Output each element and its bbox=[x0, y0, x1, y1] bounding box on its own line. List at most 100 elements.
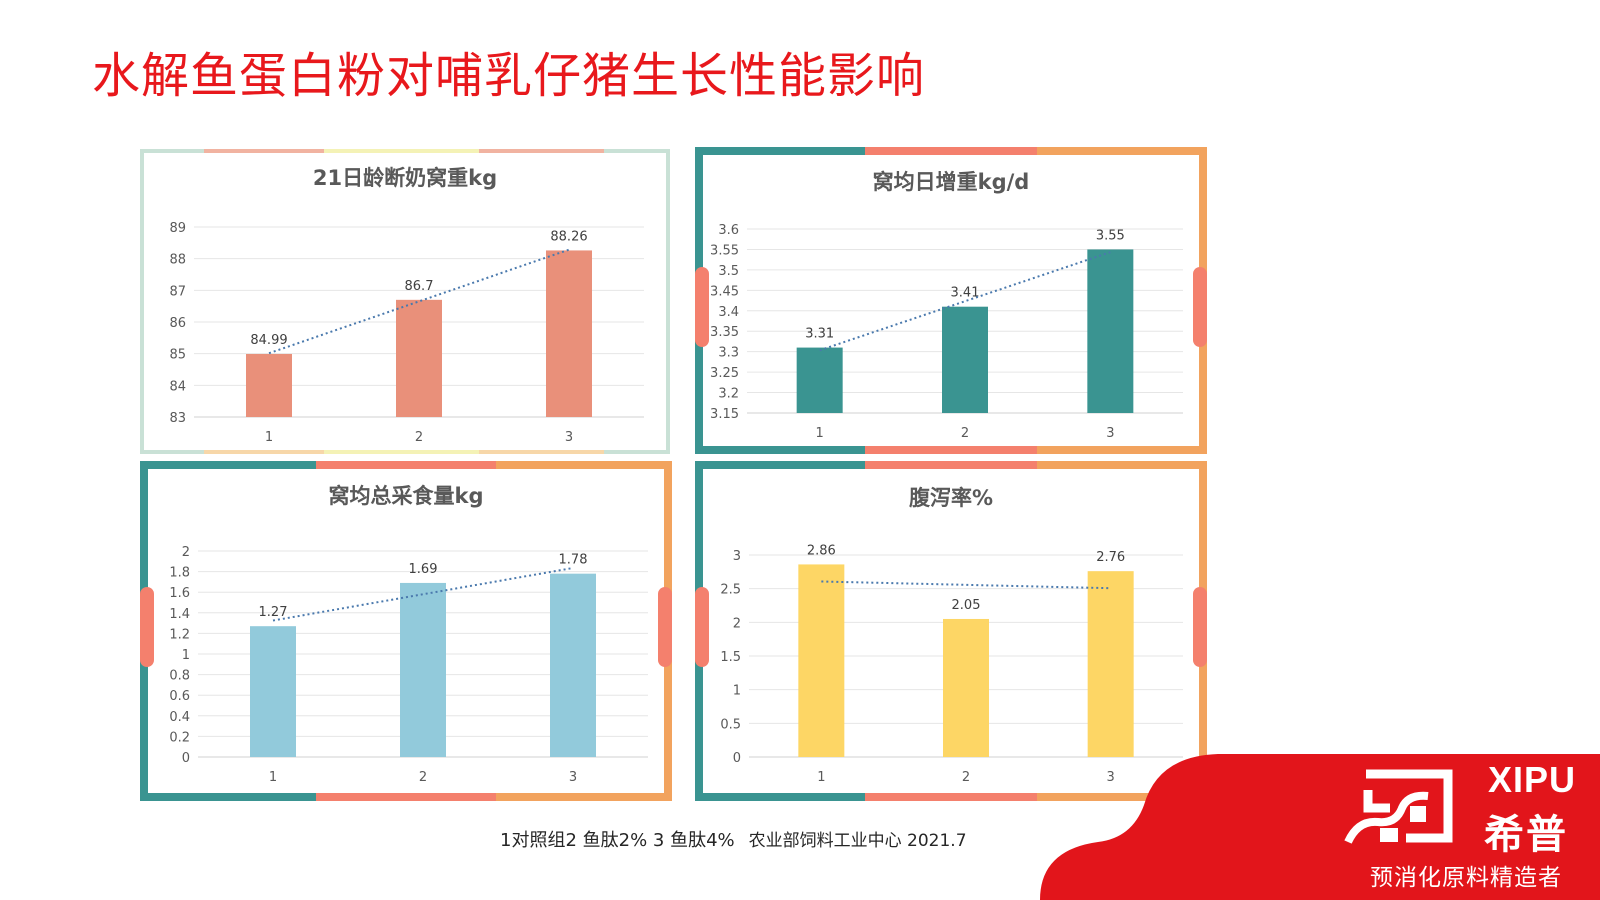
side-tab bbox=[695, 587, 709, 667]
y-tick-label: 3.2 bbox=[718, 387, 739, 402]
side-tab bbox=[1193, 587, 1207, 667]
data-label: 1.27 bbox=[259, 605, 288, 620]
bar bbox=[546, 250, 592, 417]
y-tick-label: 3.35 bbox=[710, 325, 739, 340]
y-tick-label: 1.8 bbox=[169, 566, 190, 581]
y-tick-label: 88 bbox=[169, 253, 186, 268]
y-tick-label: 3.15 bbox=[710, 407, 739, 422]
panel-border-accent bbox=[695, 793, 865, 801]
brand-corner: XIPU 希普 预消化原料精造者 bbox=[1040, 750, 1600, 900]
bar bbox=[250, 626, 296, 757]
brand-tagline: 预消化原料精造者 bbox=[1370, 865, 1562, 891]
side-tab bbox=[1193, 267, 1207, 347]
trendline bbox=[819, 251, 1111, 352]
y-tick-label: 0.2 bbox=[169, 730, 190, 745]
chart-svg: 窝均日增重kg/d 3.15 3.2 3.25 3.3 3.35 3.4 3.45 3.5 3.5… bbox=[710, 170, 1183, 441]
y-tick-label: 3.55 bbox=[710, 243, 739, 258]
panel-border-accent bbox=[1037, 147, 1207, 155]
x-tick-label: 1 bbox=[816, 426, 824, 441]
data-label: 3.31 bbox=[805, 327, 834, 342]
y-tick-label: 2.5 bbox=[720, 583, 741, 598]
y-tick-label: 3 bbox=[733, 549, 741, 564]
chart-title: 窝均日增重kg/d bbox=[873, 170, 1030, 194]
x-tick-label: 3 bbox=[1106, 426, 1114, 441]
bar bbox=[550, 573, 596, 757]
group-legend-note: 1对照组2 鱼肽2% 3 鱼肽4% bbox=[500, 830, 735, 851]
panel-border-accent bbox=[324, 450, 479, 454]
panel-border-accent bbox=[695, 147, 865, 155]
chart-svg: 窝均总采食量kg 0 0.2 0.4 0.6 0.8 1 1.2 1.4 1.6 1.8 2 1.27 1… bbox=[169, 484, 648, 785]
y-tick-label: 1.5 bbox=[720, 650, 741, 665]
y-tick-label: 0 bbox=[733, 751, 741, 766]
trendline bbox=[821, 580, 1111, 590]
x-tick-label: 3 bbox=[569, 770, 577, 785]
x-tick-label: 2 bbox=[419, 770, 427, 785]
panel-border-accent bbox=[140, 461, 316, 469]
chart-panel-weaning-litter-weight: 21日龄断奶窝重kg 83 84 85 86 87 88 89 84.99 1 86.7 2 88.26… bbox=[140, 149, 670, 454]
bar bbox=[246, 353, 292, 417]
chart-panel-diarrhea-rate: 腹泻率% 0 0.5 1 1.5 2 2.5 3 2.86 1 2.05 2 2.76 3 bbox=[695, 461, 1207, 801]
x-tick-label: 1 bbox=[817, 770, 825, 785]
bar bbox=[798, 564, 845, 757]
chart-svg: 21日龄断奶窝重kg 83 84 85 86 87 88 89 84.99 1 86.7 2 88.26… bbox=[169, 166, 644, 445]
panel-border-accent bbox=[324, 149, 479, 153]
chart-panel-daily-gain: 窝均日增重kg/d 3.15 3.2 3.25 3.3 3.35 3.4 3.45 3.5 3.5… bbox=[695, 147, 1207, 454]
y-tick-label: 3.25 bbox=[710, 366, 739, 381]
y-tick-label: 86 bbox=[169, 316, 186, 331]
y-tick-label: 1 bbox=[733, 684, 741, 699]
side-tab bbox=[695, 267, 709, 347]
y-tick-label: 0.6 bbox=[169, 689, 190, 704]
y-tick-label: 1.2 bbox=[169, 627, 190, 642]
footnote: 1对照组2 鱼肽2% 3 鱼肽4% 农业部饲料工业中心 2021.7 bbox=[500, 826, 967, 852]
bar bbox=[942, 306, 988, 413]
data-label: 86.7 bbox=[405, 279, 434, 294]
x-tick-label: 1 bbox=[265, 430, 273, 445]
data-label: 3.41 bbox=[951, 286, 980, 301]
y-tick-label: 89 bbox=[169, 221, 186, 236]
y-tick-label: 3.4 bbox=[718, 305, 739, 320]
bar bbox=[396, 299, 442, 417]
panel-border-accent bbox=[140, 793, 316, 801]
panel-border-accent bbox=[695, 461, 865, 469]
panel-border-accent bbox=[496, 793, 672, 801]
panel-border-accent bbox=[496, 461, 672, 469]
brand-background bbox=[1040, 754, 1600, 900]
y-tick-label: 2 bbox=[733, 616, 741, 631]
bar bbox=[400, 582, 446, 757]
brand-name-chinese: 希普 bbox=[1484, 812, 1568, 858]
y-tick-label: 1 bbox=[182, 648, 190, 663]
y-tick-label: 0 bbox=[182, 751, 190, 766]
data-label: 2.76 bbox=[1096, 550, 1125, 565]
y-tick-label: 2 bbox=[182, 545, 190, 560]
data-label: 88.26 bbox=[550, 229, 587, 244]
y-tick-label: 3.5 bbox=[718, 264, 739, 279]
chart-title: 腹泻率% bbox=[909, 486, 993, 510]
data-label: 2.05 bbox=[952, 598, 981, 613]
logo-mark-icon bbox=[1344, 769, 1453, 844]
x-tick-label: 2 bbox=[415, 430, 423, 445]
chart-svg: 腹泻率% 0 0.5 1 1.5 2 2.5 3 2.86 1 2.05 2 2.76 3 bbox=[720, 486, 1183, 785]
bar bbox=[943, 618, 989, 757]
data-label: 1.78 bbox=[559, 553, 588, 568]
y-tick-label: 0.5 bbox=[720, 717, 741, 732]
chart-title: 21日龄断奶窝重kg bbox=[313, 166, 497, 190]
trendline bbox=[272, 567, 574, 622]
side-tab bbox=[140, 587, 154, 667]
y-tick-label: 3.3 bbox=[718, 346, 739, 361]
data-label: 2.86 bbox=[807, 543, 836, 558]
data-label: 3.55 bbox=[1096, 228, 1125, 243]
data-source: 农业部饲料工业中心 2021.7 bbox=[748, 831, 967, 851]
y-tick-label: 3.45 bbox=[710, 284, 739, 299]
slide-title: 水解鱼蛋白粉对哺乳仔猪生长性能影响 bbox=[92, 48, 926, 104]
bar bbox=[1087, 249, 1134, 413]
x-tick-label: 3 bbox=[1107, 770, 1115, 785]
x-tick-label: 3 bbox=[565, 430, 573, 445]
y-tick-label: 0.4 bbox=[169, 710, 190, 725]
y-tick-label: 87 bbox=[169, 284, 186, 299]
chart-title: 窝均总采食量kg bbox=[329, 484, 484, 508]
y-tick-label: 85 bbox=[169, 348, 186, 363]
y-tick-label: 3.6 bbox=[718, 223, 739, 238]
data-label: 84.99 bbox=[250, 333, 287, 348]
panel-border-accent bbox=[1037, 793, 1207, 801]
y-tick-label: 1.6 bbox=[169, 586, 190, 601]
